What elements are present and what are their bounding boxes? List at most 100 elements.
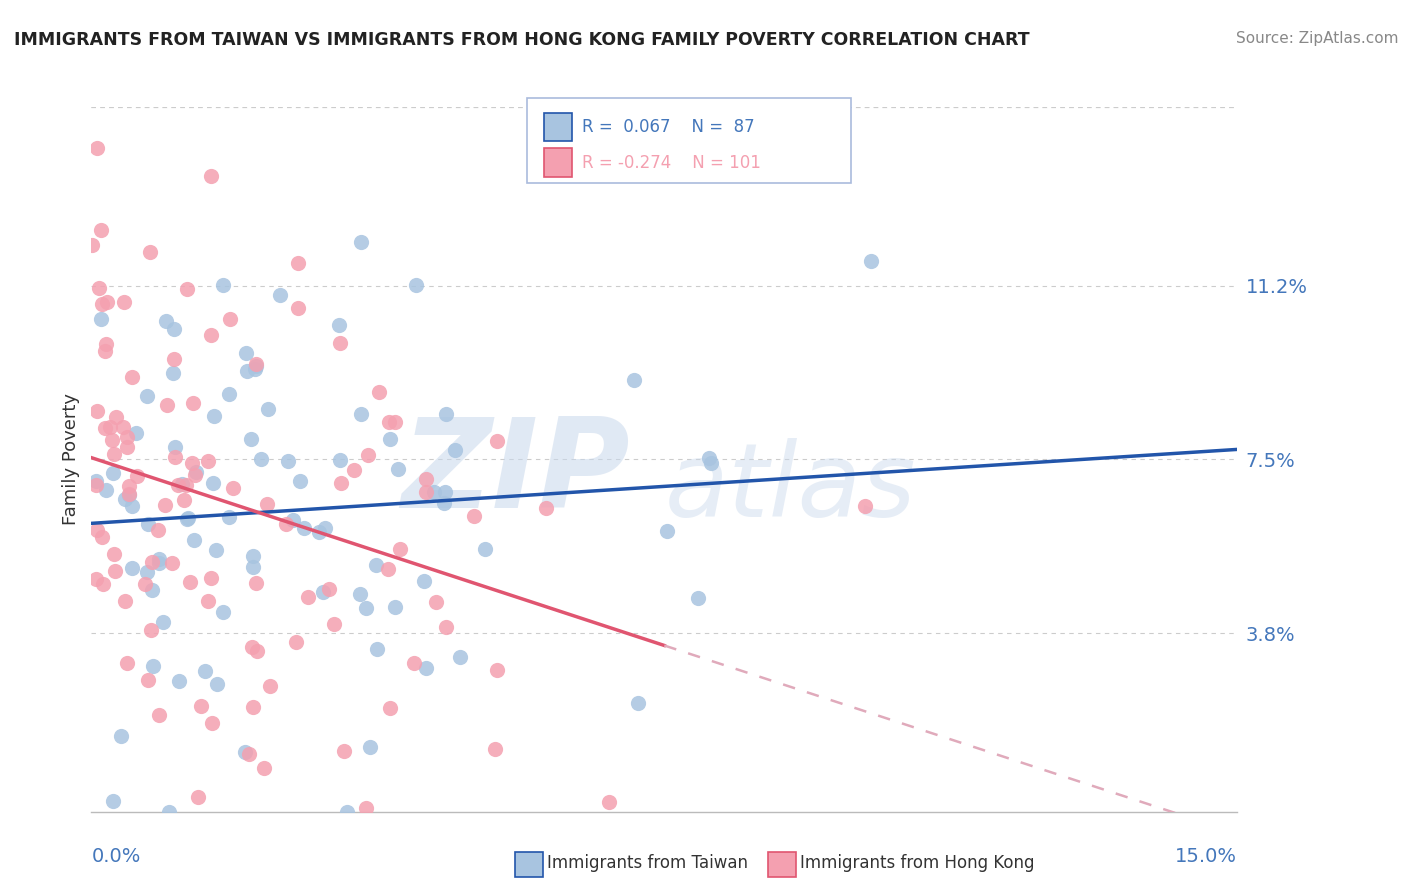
Point xyxy=(404,657,426,671)
Point xyxy=(240,640,263,654)
Point xyxy=(205,542,228,557)
Point xyxy=(200,169,222,183)
Point xyxy=(329,475,352,490)
Point xyxy=(312,584,335,599)
Point xyxy=(127,468,149,483)
Point xyxy=(366,558,388,572)
Point xyxy=(162,366,184,380)
Point xyxy=(91,577,114,591)
Y-axis label: Family Poverty: Family Poverty xyxy=(62,393,80,525)
Point xyxy=(136,565,159,579)
Point xyxy=(115,657,138,671)
Point xyxy=(176,512,198,526)
Point xyxy=(193,665,215,679)
Point xyxy=(121,560,143,574)
Point xyxy=(308,524,330,539)
Point xyxy=(114,593,136,607)
Point xyxy=(190,699,212,714)
Text: 15.0%: 15.0% xyxy=(1175,847,1237,866)
Point xyxy=(117,440,139,454)
Point xyxy=(415,661,437,675)
Text: atlas: atlas xyxy=(664,438,915,538)
Point xyxy=(387,461,409,475)
Point xyxy=(165,450,187,464)
Point xyxy=(96,483,118,497)
Point xyxy=(98,420,121,434)
Point xyxy=(415,472,437,486)
Point xyxy=(368,385,391,400)
Point xyxy=(141,583,163,598)
Point xyxy=(212,278,235,293)
Point xyxy=(138,245,160,260)
Point xyxy=(146,523,169,537)
Point xyxy=(598,795,620,809)
Point xyxy=(256,401,278,416)
Point xyxy=(202,409,225,424)
Point xyxy=(434,619,457,633)
Point xyxy=(242,559,264,574)
Point xyxy=(434,485,457,500)
Point xyxy=(405,277,427,292)
Point xyxy=(101,433,124,447)
Point xyxy=(86,478,108,492)
Text: R =  0.067    N =  87: R = 0.067 N = 87 xyxy=(582,118,755,136)
Point xyxy=(183,468,205,483)
Point xyxy=(94,337,117,351)
Point xyxy=(96,295,118,310)
Point xyxy=(318,582,340,596)
Point xyxy=(239,432,262,446)
Point xyxy=(292,521,315,535)
Point xyxy=(101,794,124,808)
Point xyxy=(173,492,195,507)
Point xyxy=(269,287,291,301)
Point xyxy=(290,475,312,489)
Point xyxy=(103,547,125,561)
Point xyxy=(242,699,264,714)
Point xyxy=(136,673,159,687)
Point xyxy=(853,499,876,513)
Point xyxy=(163,440,186,454)
Point xyxy=(343,463,366,477)
Point xyxy=(152,615,174,630)
Point xyxy=(322,617,344,632)
Point xyxy=(354,801,377,815)
Point xyxy=(378,701,401,715)
Point xyxy=(283,514,305,528)
Point xyxy=(484,742,506,756)
Point xyxy=(245,575,267,590)
Point xyxy=(142,659,165,673)
Point xyxy=(148,556,170,570)
Point xyxy=(860,254,883,268)
Point xyxy=(245,357,267,371)
Point xyxy=(141,555,163,569)
Point xyxy=(485,663,508,677)
Point xyxy=(148,707,170,722)
Point xyxy=(135,389,157,403)
Text: Immigrants from Taiwan: Immigrants from Taiwan xyxy=(547,855,748,872)
Point xyxy=(623,373,645,387)
Point xyxy=(197,454,219,468)
Point xyxy=(655,524,678,539)
Point xyxy=(350,407,373,421)
Point xyxy=(423,485,446,500)
Point xyxy=(359,739,381,754)
Point xyxy=(86,474,108,488)
Point xyxy=(259,679,281,693)
Point xyxy=(329,336,352,351)
Point xyxy=(384,599,406,614)
Point xyxy=(380,432,402,446)
Point xyxy=(86,141,108,155)
Point xyxy=(136,517,159,532)
Point xyxy=(205,677,228,691)
Point xyxy=(103,447,125,461)
Point xyxy=(160,556,183,570)
Point xyxy=(285,635,308,649)
Point xyxy=(121,369,143,384)
Point xyxy=(243,362,266,376)
Point xyxy=(697,450,720,465)
Point xyxy=(212,606,235,620)
Point xyxy=(156,399,179,413)
Point xyxy=(82,238,104,252)
Text: R = -0.274    N = 101: R = -0.274 N = 101 xyxy=(582,153,761,171)
Point xyxy=(179,574,201,589)
